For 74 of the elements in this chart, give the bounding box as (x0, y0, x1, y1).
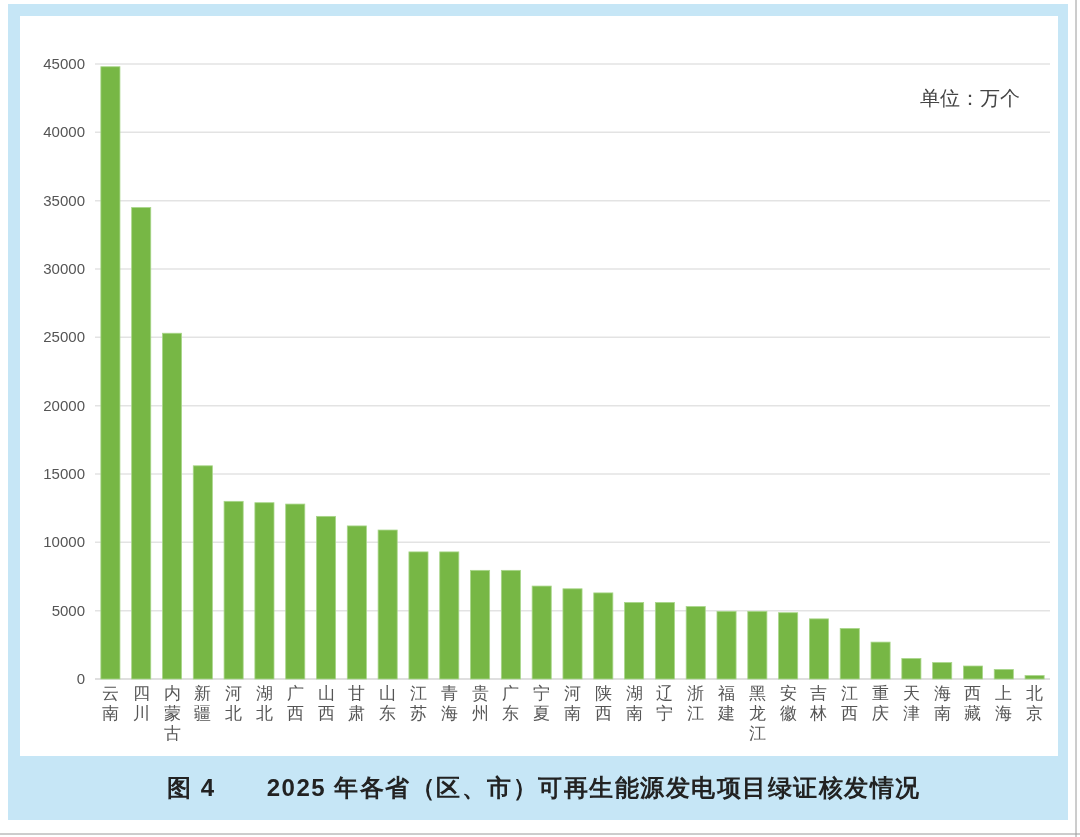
x-tick-label: 湖南 (625, 684, 643, 723)
y-tick-label: 45000 (43, 55, 85, 72)
bar (624, 602, 645, 680)
x-tick-label: 新疆 (194, 684, 212, 723)
bar (531, 585, 552, 680)
bar (593, 592, 614, 680)
bar (932, 662, 953, 680)
y-tick-label: 40000 (43, 123, 85, 141)
bar (285, 503, 306, 680)
x-tick-label: 山西 (317, 684, 335, 723)
x-tick-label: 江苏 (409, 684, 427, 723)
x-tick-label: 北京 (1026, 684, 1044, 723)
x-tick-label: 安徽 (779, 684, 797, 723)
x-tick-label: 贵州 (471, 684, 489, 723)
y-tick-label: 30000 (43, 260, 85, 277)
bar (901, 658, 922, 680)
x-tick-label: 宁夏 (533, 684, 551, 723)
x-tick-label: 内蒙古 (163, 684, 181, 743)
bar (839, 628, 860, 680)
bar (377, 529, 398, 680)
x-tick-label: 上海 (995, 684, 1013, 723)
x-tick-label: 黑龙江 (748, 684, 766, 743)
bar (963, 665, 983, 680)
bar (1024, 675, 1045, 680)
bar (223, 500, 244, 680)
x-tick-label: 广西 (286, 684, 304, 723)
y-tick-label: 5000 (51, 601, 85, 619)
y-tick-label: 10000 (43, 533, 85, 551)
x-tick-label: 广东 (502, 684, 520, 723)
x-tick-label: 河南 (564, 684, 581, 723)
bar (562, 588, 583, 680)
bar (408, 551, 429, 680)
bar (470, 569, 491, 680)
x-tick-label: 浙江 (687, 684, 705, 723)
x-tick-label: 江西 (841, 684, 859, 723)
text: 图 4 2025 年各省（区、市）可再生能源发电项目绿证核发情况 (167, 774, 921, 801)
x-tick-label: 四川 (132, 684, 150, 723)
bar (131, 207, 152, 680)
bar (778, 612, 799, 680)
bar (870, 641, 891, 680)
y-tick-label: 35000 (43, 191, 85, 209)
x-tick-label: 重庆 (872, 684, 890, 723)
y-tick-label: 0 (76, 670, 85, 687)
bar (162, 332, 182, 680)
y-tick-label: 25000 (43, 328, 85, 346)
x-tick-label: 吉林 (809, 684, 828, 723)
bar (100, 66, 121, 680)
y-tick-label: 20000 (43, 396, 85, 414)
bar (316, 515, 336, 680)
bar (439, 551, 460, 680)
y-tick-label: 15000 (43, 465, 85, 482)
x-tick-label: 海南 (933, 684, 951, 723)
bar (993, 669, 1014, 680)
x-tick-label: 山东 (379, 684, 397, 723)
bar (500, 569, 521, 680)
bar (685, 606, 706, 680)
bar (747, 610, 768, 680)
x-tick-label: 陕西 (594, 684, 612, 723)
x-tick-label: 湖北 (255, 684, 273, 723)
x-tick-label: 福建 (717, 684, 736, 723)
x-tick-label: 辽宁 (656, 684, 674, 723)
bar (346, 525, 367, 680)
x-tick-label: 青海 (440, 684, 458, 723)
x-tick-label: 甘肃 (348, 684, 366, 723)
x-tick-label: 西藏 (964, 684, 982, 723)
bar (809, 618, 829, 680)
annotation: 单位：万个 (920, 87, 1020, 109)
bar (254, 502, 275, 680)
bar (654, 602, 675, 680)
x-tick-label: 河北 (225, 684, 243, 723)
x-tick-label: 云南 (101, 684, 119, 723)
bar (716, 610, 737, 680)
bar (192, 465, 213, 680)
x-tick-label: 天津 (902, 684, 920, 723)
